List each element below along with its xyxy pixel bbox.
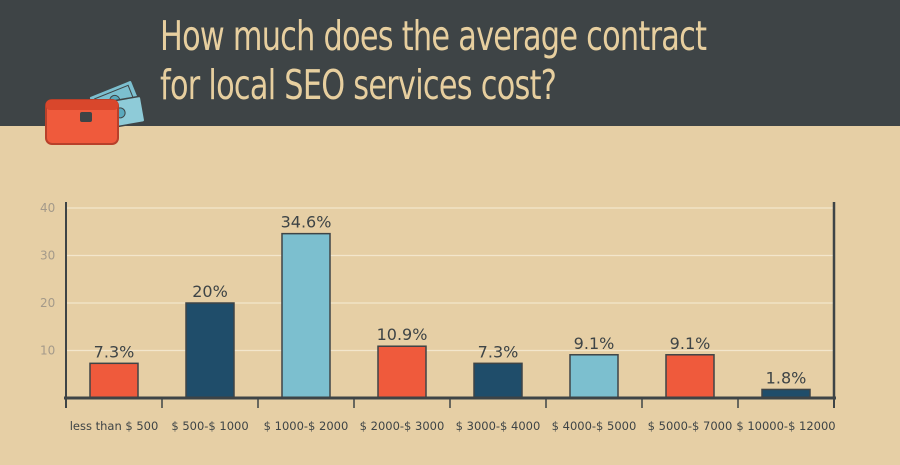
data-labels: 7.3% 20% 34.6% 10.9% 7.3% 9.1% 9.1% 1.8%	[94, 213, 807, 388]
page-title: How much does the average contract for l…	[160, 12, 707, 110]
data-label-2: 20%	[192, 282, 228, 301]
data-label-5: 7.3%	[478, 342, 519, 361]
data-label-3: 34.6%	[281, 213, 332, 232]
bar-5	[473, 362, 523, 399]
x-axis	[64, 202, 836, 408]
bar-7	[665, 354, 715, 399]
x-tick-label-8: $ 10000-$ 12000	[736, 419, 835, 433]
y-tick-label-30: 30	[40, 249, 55, 263]
x-tick-label-6: $ 4000-$ 5000	[552, 419, 637, 433]
chart-bars	[89, 232, 811, 399]
header-bar: How much does the average contract for l…	[0, 0, 900, 126]
y-axis-ticks: 10 20 30 40	[40, 201, 55, 358]
x-axis-ticks: less than $ 500 $ 500-$ 1000 $ 1000-$ 2000…	[70, 398, 836, 433]
wallet-with-cash-icon	[45, 79, 146, 145]
x-tick-label-7: $ 5000-$ 7000	[648, 419, 733, 433]
bar-3	[281, 232, 331, 399]
bar-2	[185, 302, 235, 399]
bar-4	[377, 345, 427, 399]
title-line-1: How much does the average contract	[160, 12, 707, 60]
x-tick-label-4: $ 2000-$ 3000	[360, 419, 445, 433]
bar-6	[569, 354, 619, 399]
title-line-2: for local SEO services cost?	[160, 61, 557, 109]
data-label-6: 9.1%	[574, 334, 615, 353]
chart-grid	[66, 202, 836, 398]
x-tick-label-2: $ 500-$ 1000	[171, 419, 248, 433]
y-tick-label-20: 20	[40, 296, 55, 310]
x-tick-label-5: $ 3000-$ 4000	[456, 419, 541, 433]
bar-1	[89, 362, 139, 399]
data-label-8: 1.8%	[766, 368, 807, 387]
y-tick-label-40: 40	[40, 201, 55, 215]
bar-chart: 10 20 30 40 7.3% 20% 34.6% 10.9% 7.3% 9.1% 9.1% 1.…	[40, 201, 836, 433]
data-label-7: 9.1%	[670, 334, 711, 353]
data-label-4: 10.9%	[377, 325, 428, 344]
x-tick-label-1: less than $ 500	[70, 419, 159, 433]
data-label-1: 7.3%	[94, 342, 135, 361]
x-tick-label-3: $ 1000-$ 2000	[264, 419, 349, 433]
y-tick-label-10: 10	[40, 344, 55, 358]
